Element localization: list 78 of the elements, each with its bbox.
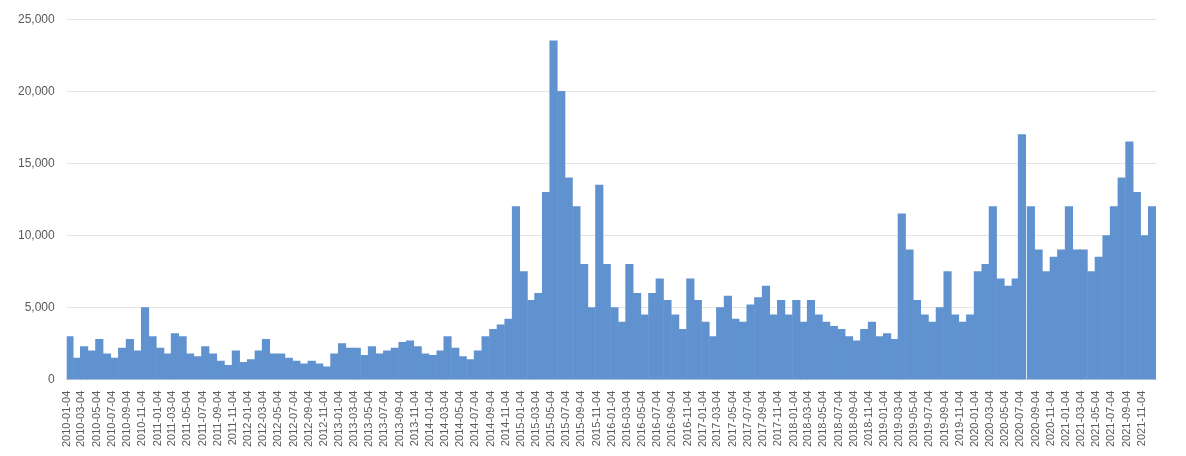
x-tick-label: 2014-05-04 [453,390,466,448]
x-tick-label: 2018-07-04 [831,390,844,448]
x-tick-label: 2018-05-04 [816,390,829,448]
x-tick-label: 2021-05-04 [1089,390,1102,448]
x-tick-label: 2012-09-04 [302,390,315,448]
x-tick-label: 2016-07-04 [650,390,663,448]
x-tick-label: 2020-01-04 [968,390,981,448]
x-tick-label: 2013-01-04 [332,390,345,448]
y-tick-label: 15,000 [18,155,56,170]
x-tick-label: 2020-09-04 [1028,390,1041,448]
x-tick-label: 2015-01-04 [513,390,526,448]
x-tick-label: 2018-11-04 [862,390,875,447]
x-tick-label: 2015-05-04 [543,390,556,448]
x-tick-label: 2011-05-04 [180,390,193,447]
x-tick-label: 2010-11-04 [135,390,148,447]
y-tick-label: 20,000 [18,83,56,98]
x-tick-label: 2017-09-04 [756,390,769,448]
y-tick-label: 5,000 [24,299,56,314]
x-tick-label: 2020-03-04 [983,390,996,448]
x-tick-label: 2015-11-04 [589,390,602,447]
x-tick-label: 2020-05-04 [998,390,1011,448]
x-tick-label: 2014-07-04 [468,390,481,448]
x-tick-label: 2017-03-04 [710,390,723,448]
x-tick-label: 2012-05-04 [271,390,284,448]
x-tick-label: 2014-11-04 [498,390,511,447]
y-tick-label: 10,000 [18,227,56,242]
x-tick-label: 2013-11-04 [407,390,420,447]
x-tick-label: 2010-01-04 [59,390,72,448]
x-tick-label: 2017-11-04 [771,390,784,447]
x-tick-label: 2015-09-04 [574,390,587,448]
x-tick-label: 2012-07-04 [286,390,299,448]
x-tick-label: 2017-07-04 [740,390,753,448]
x-tick-label: 2017-01-04 [695,390,708,448]
x-tick-label: 2010-09-04 [120,390,133,448]
x-tick-label: 2011-09-04 [210,390,223,447]
x-tick-label: 2012-03-04 [256,390,269,448]
x-tick-label: 2019-01-04 [877,390,890,448]
y-tick-label: 25,000 [18,11,56,26]
x-tick-label: 2012-01-04 [241,390,254,448]
x-tick-label: 2014-09-04 [483,390,496,448]
x-tick-label: 2013-09-04 [392,390,405,448]
x-tick-label: 2018-01-04 [786,390,799,448]
y-tick-label: 0 [48,372,56,387]
x-tick-label: 2011-11-04 [226,390,239,446]
x-tick-label: 2019-03-04 [892,390,905,448]
x-tick-label: 2011-07-04 [195,390,208,447]
x-tick-label: 2014-03-04 [437,390,450,448]
x-tick-label: 2021-07-04 [1104,390,1117,448]
x-tick-label: 2021-01-04 [1059,390,1072,448]
x-tick-label: 2016-09-04 [665,390,678,448]
x-tick-label: 2018-03-04 [801,390,814,448]
x-tick-label: 2013-07-04 [377,390,390,448]
x-tick-label: 2016-05-04 [634,390,647,448]
x-tick-label: 2021-09-04 [1119,390,1132,448]
x-tick-label: 2020-11-04 [1044,390,1057,447]
x-tick-label: 2012-11-04 [317,390,330,447]
x-tick-label: 2016-01-04 [604,390,617,448]
x-tick-label: 2011-01-04 [150,390,163,447]
x-tick-label: 2021-03-04 [1073,390,1086,448]
x-tick-label: 2015-07-04 [558,390,571,448]
x-tick-label: 2019-11-04 [953,390,966,447]
x-tick-label: 2016-03-04 [619,390,632,448]
x-tick-label: 2018-09-04 [847,390,860,448]
x-tick-label: 2017-05-04 [725,390,738,448]
x-tick-label: 2014-01-04 [423,390,436,448]
x-tick-label: 2021-11-04 [1134,390,1147,447]
x-tick-label: 2013-03-04 [347,390,360,448]
x-tick-label: 2019-07-04 [922,390,935,448]
x-tick-label: 2015-03-04 [528,390,541,448]
x-tick-label: 2019-09-04 [937,390,950,448]
x-tick-label: 2010-05-04 [89,390,102,448]
x-tick-label: 2010-07-04 [104,390,117,448]
x-tick-label: 2010-03-04 [74,390,87,448]
x-tick-label: 2016-11-04 [680,390,693,447]
x-tick-label: 2011-03-04 [165,390,178,447]
x-tick-label: 2013-05-04 [362,390,375,448]
x-tick-label: 2020-07-04 [1013,390,1026,448]
x-tick-label: 2019-05-04 [907,390,920,448]
